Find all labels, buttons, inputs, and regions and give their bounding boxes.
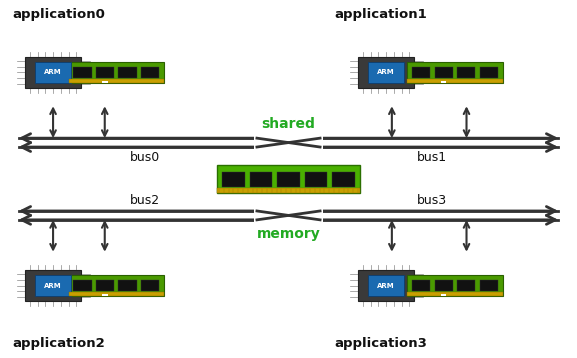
Text: application2: application2 <box>13 337 106 349</box>
FancyBboxPatch shape <box>358 57 414 87</box>
FancyBboxPatch shape <box>102 81 108 83</box>
Text: ARM: ARM <box>44 69 62 76</box>
FancyBboxPatch shape <box>141 67 159 78</box>
FancyBboxPatch shape <box>250 171 272 187</box>
FancyBboxPatch shape <box>96 67 114 78</box>
Text: bus3: bus3 <box>417 194 447 207</box>
FancyBboxPatch shape <box>407 275 503 296</box>
FancyBboxPatch shape <box>479 67 498 78</box>
FancyBboxPatch shape <box>102 294 108 296</box>
FancyBboxPatch shape <box>434 67 453 78</box>
Text: memory: memory <box>257 227 320 241</box>
Text: bus0: bus0 <box>130 151 160 164</box>
FancyBboxPatch shape <box>412 280 430 291</box>
FancyBboxPatch shape <box>217 188 360 193</box>
Text: application0: application0 <box>13 9 106 21</box>
Text: ARM: ARM <box>377 282 395 289</box>
FancyBboxPatch shape <box>457 280 475 291</box>
FancyBboxPatch shape <box>407 79 503 83</box>
FancyBboxPatch shape <box>434 280 453 291</box>
Text: ARM: ARM <box>377 69 395 76</box>
FancyBboxPatch shape <box>278 171 299 187</box>
FancyBboxPatch shape <box>73 280 92 291</box>
FancyBboxPatch shape <box>69 79 164 83</box>
FancyBboxPatch shape <box>332 171 354 187</box>
FancyBboxPatch shape <box>69 292 164 296</box>
FancyBboxPatch shape <box>368 62 404 83</box>
FancyBboxPatch shape <box>35 62 71 83</box>
FancyBboxPatch shape <box>141 280 159 291</box>
FancyBboxPatch shape <box>118 67 137 78</box>
FancyBboxPatch shape <box>254 207 323 224</box>
Text: shared: shared <box>261 117 316 131</box>
FancyBboxPatch shape <box>407 62 503 83</box>
Text: application3: application3 <box>335 337 428 349</box>
FancyBboxPatch shape <box>358 271 414 301</box>
FancyBboxPatch shape <box>441 81 447 83</box>
FancyBboxPatch shape <box>118 280 137 291</box>
Text: ARM: ARM <box>44 282 62 289</box>
FancyBboxPatch shape <box>368 275 404 296</box>
FancyBboxPatch shape <box>457 67 475 78</box>
FancyBboxPatch shape <box>479 280 498 291</box>
FancyBboxPatch shape <box>223 171 245 187</box>
FancyBboxPatch shape <box>25 271 81 301</box>
FancyBboxPatch shape <box>407 292 503 296</box>
FancyBboxPatch shape <box>441 294 447 296</box>
Text: application1: application1 <box>335 9 427 21</box>
FancyBboxPatch shape <box>254 134 323 151</box>
FancyBboxPatch shape <box>25 57 81 87</box>
FancyBboxPatch shape <box>69 275 164 296</box>
FancyBboxPatch shape <box>305 171 327 187</box>
FancyBboxPatch shape <box>35 275 71 296</box>
FancyBboxPatch shape <box>412 67 430 78</box>
FancyBboxPatch shape <box>69 62 164 83</box>
Text: bus2: bus2 <box>130 194 160 207</box>
FancyBboxPatch shape <box>73 67 92 78</box>
Text: bus1: bus1 <box>417 151 447 164</box>
FancyBboxPatch shape <box>217 165 360 193</box>
FancyBboxPatch shape <box>96 280 114 291</box>
